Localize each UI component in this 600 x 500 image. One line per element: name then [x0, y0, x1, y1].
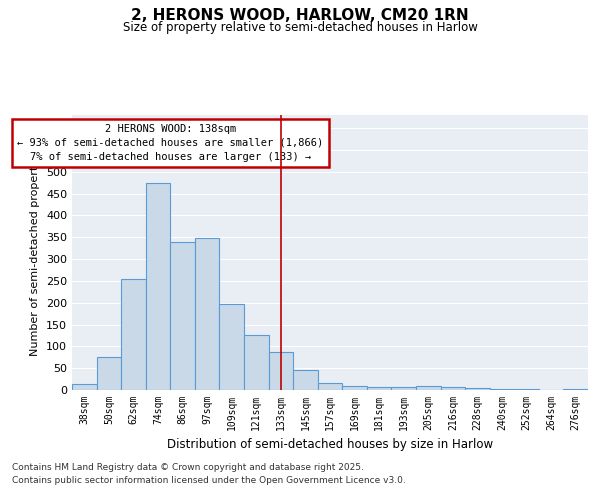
- Bar: [244, 334, 269, 390]
- Bar: [195, 238, 220, 390]
- Bar: [490, 389, 514, 390]
- Bar: [563, 388, 588, 390]
- Bar: [318, 384, 342, 390]
- Bar: [367, 387, 391, 390]
- Text: Contains public sector information licensed under the Open Government Licence v3: Contains public sector information licen…: [12, 476, 406, 485]
- Bar: [269, 352, 293, 390]
- Bar: [97, 358, 121, 390]
- Text: 2, HERONS WOOD, HARLOW, CM20 1RN: 2, HERONS WOOD, HARLOW, CM20 1RN: [131, 8, 469, 23]
- Bar: [391, 386, 416, 390]
- Bar: [465, 388, 490, 390]
- Bar: [416, 386, 440, 390]
- Y-axis label: Number of semi-detached properties: Number of semi-detached properties: [31, 150, 40, 356]
- Bar: [440, 388, 465, 390]
- Bar: [342, 386, 367, 390]
- Bar: [220, 304, 244, 390]
- Bar: [170, 242, 195, 390]
- Bar: [514, 389, 539, 390]
- Bar: [121, 278, 146, 390]
- Bar: [72, 384, 97, 390]
- Bar: [146, 182, 170, 390]
- Text: Contains HM Land Registry data © Crown copyright and database right 2025.: Contains HM Land Registry data © Crown c…: [12, 462, 364, 471]
- Text: 2 HERONS WOOD: 138sqm
← 93% of semi-detached houses are smaller (1,866)
7% of se: 2 HERONS WOOD: 138sqm ← 93% of semi-deta…: [17, 124, 323, 162]
- X-axis label: Distribution of semi-detached houses by size in Harlow: Distribution of semi-detached houses by …: [167, 438, 493, 452]
- Bar: [293, 370, 318, 390]
- Text: Size of property relative to semi-detached houses in Harlow: Size of property relative to semi-detach…: [122, 22, 478, 35]
